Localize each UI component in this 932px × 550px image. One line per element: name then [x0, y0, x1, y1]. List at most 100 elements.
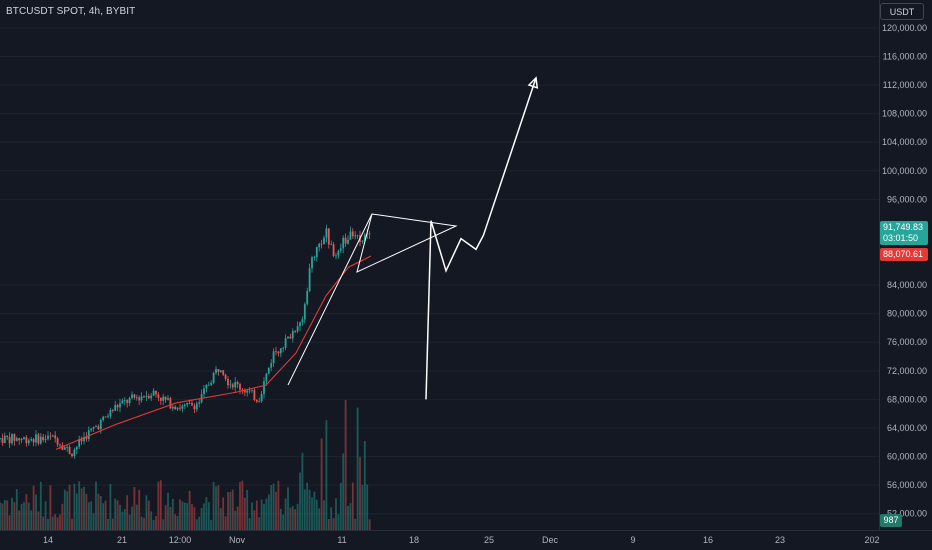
candle-body	[351, 231, 354, 237]
volume-bar	[123, 508, 126, 530]
volume-bar	[227, 492, 229, 530]
volume-bar	[181, 501, 184, 530]
volume-bar	[246, 489, 249, 530]
current-price-value: 91,749.83	[883, 222, 924, 232]
volume-bar	[102, 503, 105, 530]
volume-bar	[339, 482, 342, 530]
candle-body	[92, 427, 95, 429]
arrowhead-icon	[527, 76, 539, 89]
volume-bar	[71, 518, 73, 530]
candle-body	[248, 390, 251, 392]
volume-bar	[119, 504, 121, 530]
volume-bar	[315, 499, 318, 530]
volume-bar	[47, 519, 49, 530]
currency-button[interactable]: USDT	[880, 3, 924, 20]
candle-body	[169, 398, 172, 409]
candle-body	[325, 228, 328, 238]
volume-bar	[23, 501, 25, 530]
candle-body	[42, 436, 45, 441]
time-tick-label: 12:00	[169, 535, 192, 545]
volume-bar	[85, 493, 88, 530]
volume-bar	[198, 516, 201, 530]
candle-body	[207, 384, 210, 386]
candle-body	[227, 378, 229, 386]
candle-body	[327, 228, 330, 245]
volume-bar	[97, 493, 100, 530]
volume-bar	[179, 499, 181, 530]
candle-body	[349, 231, 352, 240]
time-tick-label: 11	[337, 535, 346, 545]
candle-body	[102, 416, 105, 421]
price-tick-label: 96,000.00	[887, 194, 927, 204]
candle-body	[255, 399, 258, 402]
candle-body	[354, 235, 357, 237]
price-axis-divider	[879, 0, 880, 530]
price-tick-label: 52,000.00	[887, 509, 927, 519]
volume-bar	[186, 503, 189, 530]
drawing-tools[interactable]	[287, 76, 539, 400]
current-price-tag: 91,749.83 03:01:50	[880, 221, 928, 245]
candle-body	[222, 370, 225, 375]
candle-body	[126, 400, 129, 403]
volume-bar	[167, 492, 169, 530]
volume-bar	[217, 485, 220, 530]
time-tick-label: Dec	[542, 535, 559, 545]
candle-body	[152, 390, 155, 396]
trendline-rise[interactable]	[287, 213, 373, 386]
volume-bar	[253, 510, 256, 530]
volume-bar	[332, 518, 335, 530]
volume-bar	[80, 488, 83, 530]
volume-bar	[68, 484, 71, 530]
volume-bar	[0, 502, 1, 530]
candle-body	[174, 406, 177, 410]
candle-body	[23, 437, 25, 439]
candle-body	[35, 434, 37, 443]
volume-bar	[311, 497, 313, 530]
time-axis[interactable]: 14 21 12:00 Nov 11 18 25 Dec 9 16 23 202	[43, 535, 880, 545]
moving-average-tag: 88,070.61	[880, 248, 928, 261]
volume-bar	[279, 508, 282, 530]
volume-bar	[66, 491, 69, 530]
volume-bar	[263, 503, 265, 530]
candle-body	[347, 239, 349, 244]
candle-body	[147, 396, 150, 399]
volume-tag: 987	[880, 514, 902, 527]
time-tick-label: 202	[864, 535, 879, 545]
candle-body	[342, 237, 345, 249]
volume-bar	[318, 508, 321, 530]
pennant-triangle[interactable]	[356, 213, 458, 273]
volume-bar	[63, 489, 66, 530]
volume-bar	[27, 502, 30, 530]
candle-body	[145, 396, 148, 397]
candle-body	[251, 389, 253, 391]
candle-body	[107, 415, 109, 417]
volume-bar	[303, 489, 306, 530]
candle-body	[135, 397, 138, 399]
time-tick-label: Nov	[229, 535, 246, 545]
volume-bar	[15, 489, 18, 530]
price-tick-label: 116,000.00	[883, 51, 927, 61]
candle-body	[114, 405, 117, 411]
volume-bar	[20, 503, 23, 530]
volume-bar	[325, 420, 328, 530]
symbol-label[interactable]: BTCUSDT SPOT, 4h, BYBIT	[6, 6, 136, 17]
candle-body	[44, 439, 47, 441]
volume-bars	[0, 400, 371, 530]
volume-bar	[342, 453, 345, 530]
projection-path-line[interactable]	[425, 77, 537, 400]
volume-bar	[219, 508, 222, 530]
candle-body	[323, 237, 325, 244]
candle-body	[291, 330, 294, 339]
volume-bar	[171, 498, 174, 530]
volume-bar	[347, 505, 349, 530]
candle-body	[131, 394, 133, 398]
candle-body	[183, 404, 186, 406]
candle-body	[73, 449, 76, 457]
price-axis[interactable]: 120,000.00 116,000.00 112,000.00 108,000.00…	[882, 23, 927, 519]
volume-bar	[215, 486, 217, 530]
volume-bar	[131, 506, 133, 530]
volume-bar	[231, 489, 234, 530]
candle-body	[186, 403, 189, 405]
candle-body	[68, 446, 71, 454]
